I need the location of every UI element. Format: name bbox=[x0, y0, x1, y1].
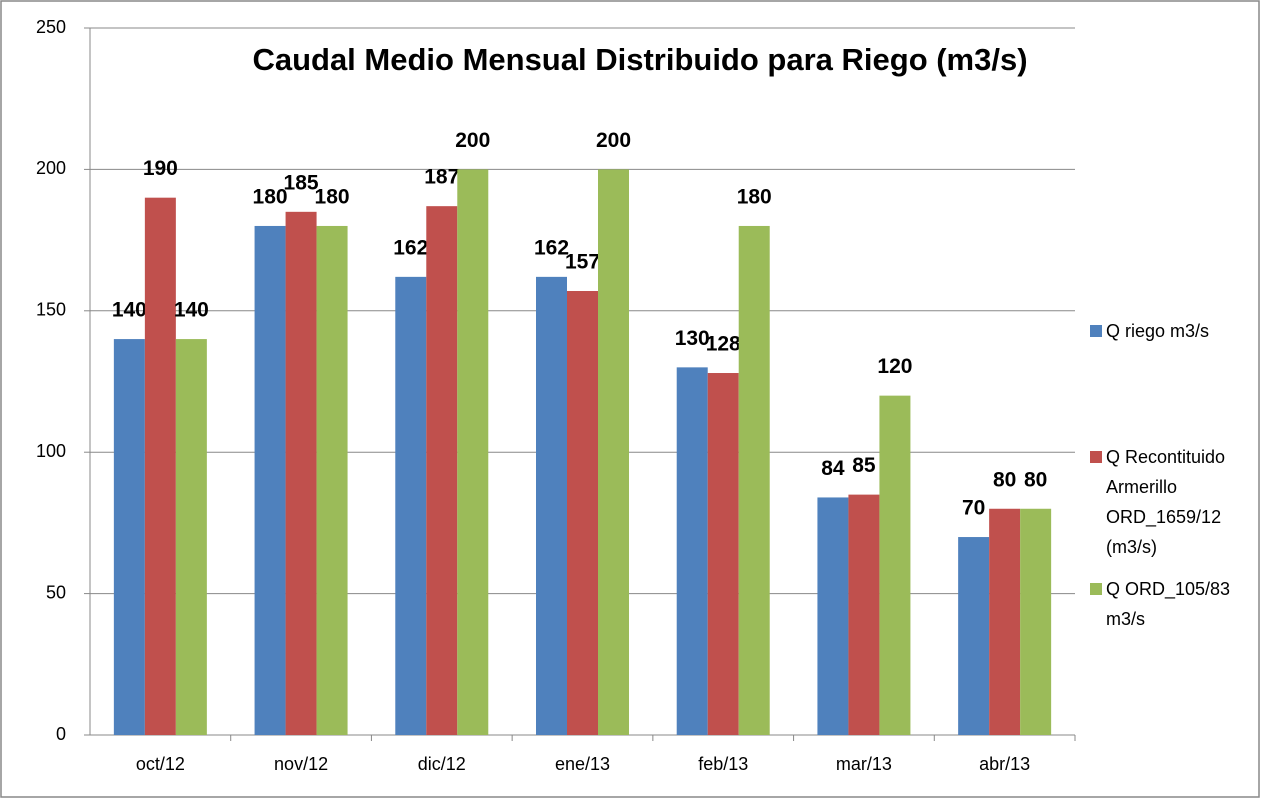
legend: Q riego m3/s Q Recontituido Armerillo ORD… bbox=[1090, 316, 1250, 646]
bar bbox=[738, 225, 770, 735]
value-label: 80 bbox=[993, 468, 1016, 491]
y-tick-label: 150 bbox=[36, 300, 66, 320]
y-tick-label: 250 bbox=[36, 17, 66, 37]
value-label: 180 bbox=[737, 186, 772, 209]
chart-title: Caudal Medio Mensual Distribuido para Ri… bbox=[252, 42, 1027, 77]
x-tick-label: mar/13 bbox=[836, 754, 892, 774]
x-tick-label: abr/13 bbox=[979, 754, 1030, 774]
bar bbox=[536, 276, 567, 735]
value-label: 157 bbox=[565, 251, 600, 274]
bar bbox=[567, 291, 598, 735]
x-tick-label: ene/13 bbox=[555, 754, 610, 774]
bar bbox=[113, 339, 145, 735]
bar bbox=[1020, 508, 1052, 735]
x-tick-label: dic/12 bbox=[418, 754, 466, 774]
value-label: 162 bbox=[393, 236, 428, 259]
legend-swatch bbox=[1090, 325, 1102, 337]
bar bbox=[707, 373, 739, 735]
x-tick-label: oct/12 bbox=[136, 754, 185, 774]
legend-item: Q Recontituido Armerillo ORD_1659/12 (m3… bbox=[1090, 442, 1250, 562]
bar bbox=[144, 197, 176, 735]
y-tick-label: 50 bbox=[46, 582, 66, 602]
y-tick-label: 0 bbox=[56, 724, 66, 744]
bar bbox=[426, 206, 458, 735]
bar bbox=[676, 367, 708, 735]
bar bbox=[254, 225, 286, 735]
x-tick-label: feb/13 bbox=[698, 754, 748, 774]
bar bbox=[817, 497, 849, 735]
value-label: 70 bbox=[962, 497, 985, 520]
value-label: 200 bbox=[596, 129, 631, 152]
bar bbox=[989, 508, 1021, 735]
legend-swatch bbox=[1090, 583, 1102, 595]
value-label: 200 bbox=[455, 129, 490, 152]
value-label: 140 bbox=[174, 299, 209, 322]
value-label: 85 bbox=[852, 454, 876, 477]
y-tick-label: 100 bbox=[36, 441, 66, 461]
value-label: 162 bbox=[534, 236, 569, 259]
bar bbox=[848, 494, 880, 735]
value-label: 190 bbox=[143, 157, 178, 180]
value-label: 187 bbox=[424, 166, 459, 189]
legend-swatch bbox=[1090, 451, 1102, 463]
bar bbox=[598, 169, 629, 735]
bar bbox=[879, 395, 911, 735]
value-label: 84 bbox=[821, 457, 845, 480]
legend-item: Q ORD_105/83 m3/s bbox=[1090, 574, 1250, 634]
value-label: 185 bbox=[284, 171, 319, 194]
x-tick-label: nov/12 bbox=[274, 754, 328, 774]
bar bbox=[316, 225, 348, 735]
value-label: 130 bbox=[675, 327, 710, 350]
y-tick-label: 200 bbox=[36, 158, 66, 178]
bar bbox=[958, 537, 990, 735]
bar bbox=[395, 276, 427, 735]
value-label: 128 bbox=[706, 333, 741, 356]
value-label: 120 bbox=[877, 355, 912, 378]
bar bbox=[285, 211, 317, 735]
value-label: 140 bbox=[112, 299, 147, 322]
value-label: 180 bbox=[253, 186, 288, 209]
value-label: 80 bbox=[1024, 468, 1047, 491]
bar bbox=[175, 339, 207, 735]
bar bbox=[457, 169, 489, 735]
legend-item: Q riego m3/s bbox=[1090, 316, 1250, 346]
legend-label: Q ORD_105/83 m3/s bbox=[1106, 579, 1231, 629]
legend-label: Q Recontituido Armerillo ORD_1659/12 (m3… bbox=[1106, 447, 1226, 557]
legend-label: Q riego m3/s bbox=[1106, 321, 1210, 341]
value-label: 180 bbox=[315, 186, 350, 209]
